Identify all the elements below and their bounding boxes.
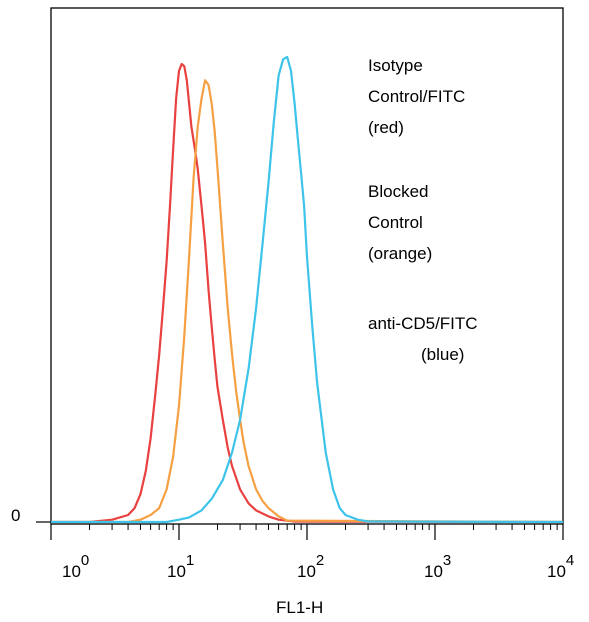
x-tick-label-2: 102 [297,552,324,581]
legend-entry-0-line-2: (red) [368,118,404,137]
legend-entry-1-line-0: Blocked [368,182,428,201]
legend-entry-0-line-1: Control/FITC [368,87,465,106]
legend-entry-2-line-1: (blue) [421,345,464,364]
series-line-1 [51,79,564,524]
legend-entry-2-line-0: anti-CD5/FITC [368,314,478,333]
x-tick-label-1: 101 [167,552,194,581]
legend-entry-1-line-1: Control [368,213,423,232]
x-tick-label-3: 103 [424,552,451,581]
series-layer [51,55,564,524]
series-line-0 [51,62,564,524]
y-tick-label-0: 0 [11,506,20,525]
x-axis-ticks [36,521,564,540]
x-tick-labels: 100 101 102 103 104 [62,552,574,581]
series-line-2 [51,55,564,524]
legend-entry-0-line-0: Isotype [368,56,423,75]
x-tick-label-4: 104 [547,552,574,581]
legend: Isotype Control/FITC (red) Blocked Control (o… [368,56,478,364]
x-axis-label: FL1-H [276,598,323,617]
legend-entry-1-line-2: (orange) [368,244,432,263]
x-tick-label-0: 100 [62,552,89,581]
